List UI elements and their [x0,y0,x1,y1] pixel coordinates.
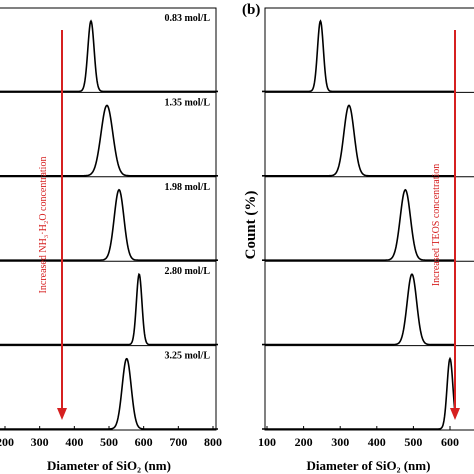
distribution-curve [262,356,456,430]
x-axis-label: Diameter of SiO₂ (nm) [47,458,171,473]
x-tick-label: 300 [31,435,49,449]
x-tick-label: 200 [295,435,313,449]
x-tick-label: 200 [0,435,14,449]
y-axis-label: Count (%) [243,191,259,260]
frame [0,7,217,431]
arrow-head [57,408,67,420]
x-tick-label: 500 [404,435,422,449]
distribution-curve [262,19,455,93]
distribution-curve [262,104,455,177]
distribution-curve [0,188,218,261]
frame [264,7,474,431]
x-tick-label: 400 [368,435,386,449]
x-tick-label: 800 [204,435,222,449]
series-label: 1.98 mol/L [164,182,210,193]
distribution-curve [262,273,455,346]
arrow-head [450,408,460,420]
x-tick-label: 600 [441,435,459,449]
x-tick-label: 300 [331,435,349,449]
series-label: 1.35 mol/L [164,97,210,108]
annotation: Increased TEOS concentration [431,164,442,287]
x-tick-label: 500 [100,435,118,449]
x-tick-label: 100 [258,435,276,449]
distribution-curve [0,357,218,430]
distribution-curve [0,104,218,177]
distribution-curve [0,272,218,346]
x-tick-label: 400 [65,435,83,449]
x-tick-label: 600 [135,435,153,449]
x-tick-label: 700 [169,435,187,449]
distribution-curve [0,19,218,93]
panel-label: (b) [242,2,260,18]
series-label: 2.80 mol/L [164,266,210,277]
x-axis-label: Diameter of SiO₂ (nm) [307,458,431,473]
annotation: Increased NH₃·H₂O concentration [38,157,49,294]
distribution-curve [262,188,455,261]
series-label: 0.83 mol/L [164,13,210,24]
series-label: 3.25 mol/L [164,351,210,362]
